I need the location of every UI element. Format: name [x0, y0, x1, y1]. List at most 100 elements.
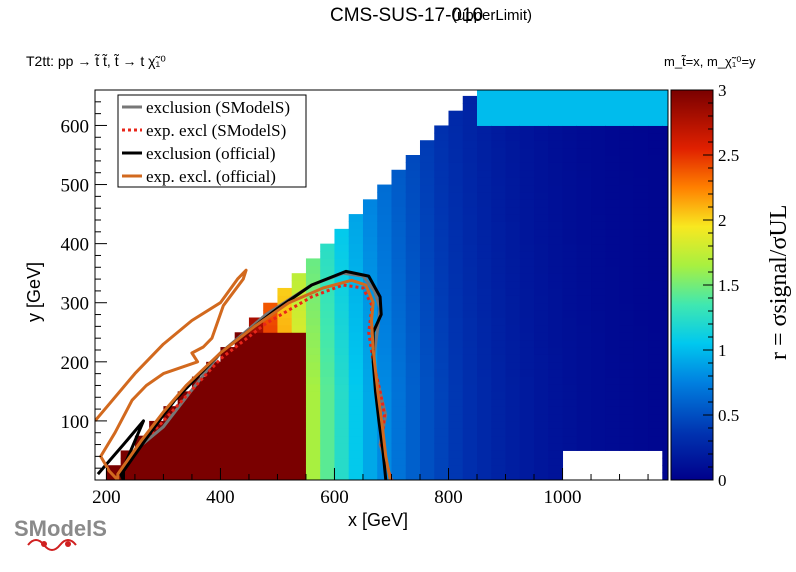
heatmap-cell [348, 332, 364, 341]
heatmap-cell [562, 265, 578, 274]
heatmap-cell [462, 295, 478, 304]
heatmap-cell [234, 428, 250, 437]
heatmap-cell [648, 406, 663, 415]
heatmap-cell [605, 280, 621, 289]
heatmap-cell [234, 354, 250, 363]
heatmap-cell [462, 361, 478, 370]
heatmap-cell [405, 258, 421, 267]
heatmap-cell [662, 324, 668, 333]
x-tick-label: 200 [92, 487, 121, 508]
heatmap-cell [591, 324, 606, 333]
heatmap-cell [334, 310, 350, 318]
heatmap-cell [619, 265, 635, 274]
heatmap-cell [405, 361, 421, 370]
heatmap-cell [448, 324, 464, 333]
heatmap-cell [619, 332, 635, 341]
heatmap-cell [562, 354, 578, 363]
heatmap-cell [434, 258, 449, 267]
heatmap-cell [391, 354, 407, 363]
heatmap-cell [505, 413, 521, 422]
heatmap-cell [576, 398, 592, 407]
heatmap-cell [334, 332, 350, 341]
heatmap-cell [491, 95, 506, 104]
heatmap-cell [519, 428, 535, 437]
heatmap-cell [434, 273, 449, 282]
heatmap-cell [405, 236, 421, 245]
heatmap-cell [548, 191, 564, 200]
heatmap-cell [648, 413, 663, 422]
heatmap-cell [334, 258, 350, 267]
heatmap-cell [548, 457, 564, 466]
heatmap-cell [548, 361, 564, 370]
heatmap-cell [434, 332, 449, 341]
heatmap-cell [362, 413, 378, 422]
heatmap-cell [334, 443, 350, 451]
heatmap-cell [562, 428, 578, 437]
heatmap-cell [334, 265, 350, 274]
heatmap-cell [633, 155, 649, 163]
heatmap-cell [434, 140, 449, 149]
heatmap-cell [434, 147, 449, 156]
heatmap-cell [662, 383, 668, 392]
heatmap-cell [633, 317, 649, 326]
heatmap-cell [220, 457, 236, 466]
heatmap-cell [562, 214, 578, 222]
heatmap-cell [548, 243, 564, 252]
heatmap-cell [391, 265, 407, 274]
heatmap-cell [477, 184, 492, 193]
heatmap-cell [491, 265, 506, 274]
heatmap-cell [377, 236, 392, 245]
heatmap-cell [491, 273, 506, 282]
heatmap-cell [491, 339, 506, 348]
heatmap-cell [648, 265, 663, 274]
heatmap-cell [605, 125, 621, 134]
heatmap-cell [477, 428, 492, 437]
heatmap-cell [505, 339, 521, 348]
heatmap-cell [576, 110, 592, 119]
heatmap-cell [605, 428, 621, 437]
heatmap-cell [477, 103, 492, 112]
heatmap-cell [434, 243, 449, 252]
heatmap-cell [648, 221, 663, 230]
heatmap-cell [534, 465, 549, 474]
heatmap-cell [391, 369, 407, 378]
heatmap-cell [605, 361, 621, 370]
heatmap-cell [491, 199, 506, 208]
heatmap-cell [320, 280, 335, 289]
heatmap-cell [391, 324, 407, 333]
heatmap-cell [519, 118, 535, 126]
heatmap-cell [548, 228, 564, 237]
heatmap-cell [291, 435, 307, 444]
heatmap-cell [477, 420, 492, 429]
heatmap-cell [591, 140, 606, 149]
heatmap-cell [619, 383, 635, 392]
heatmap-cell [491, 155, 506, 163]
heatmap-cell [477, 435, 492, 444]
heatmap-cell [505, 191, 521, 200]
heatmap-cell [505, 465, 521, 474]
heatmap-cell [291, 280, 307, 289]
heatmap-cell [191, 443, 207, 451]
heatmap-cell [519, 184, 535, 193]
heatmap-cell [362, 287, 378, 296]
heatmap-cell [248, 465, 264, 474]
heatmap-cell [405, 332, 421, 341]
heatmap-cell [419, 317, 435, 326]
heatmap-cell [277, 383, 293, 392]
heatmap-cell [548, 406, 564, 415]
heatmap-cell [534, 90, 549, 97]
heatmap-cell [648, 147, 663, 156]
heatmap-cell [562, 258, 578, 267]
heatmap-cell [377, 302, 392, 311]
heatmap-cell [491, 302, 506, 311]
heatmap-cell [662, 118, 668, 126]
heatmap-cell [505, 332, 521, 341]
heatmap-cell [619, 376, 635, 385]
heatmap-cell [576, 295, 592, 304]
heatmap-cell [305, 369, 321, 378]
heatmap-cell [576, 199, 592, 208]
colorbar-tick-label: 2 [718, 211, 727, 230]
heatmap-cell [619, 184, 635, 193]
heatmap-cell [377, 273, 392, 282]
heatmap-cell [391, 287, 407, 296]
